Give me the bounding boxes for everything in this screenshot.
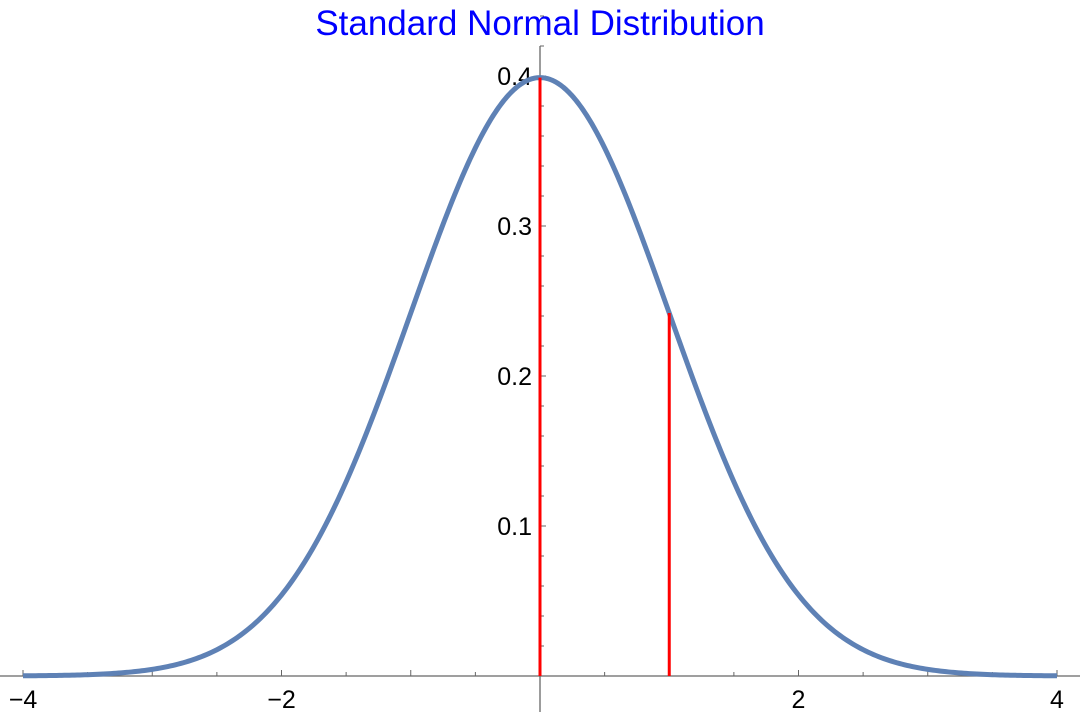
y-tick-label: 0.3 xyxy=(497,213,532,241)
x-tick-label: −2 xyxy=(267,686,296,714)
normal-pdf-curve xyxy=(22,75,1058,679)
y-tick-label: 0.2 xyxy=(497,363,532,391)
marker-lines xyxy=(538,77,671,676)
x-tick-label: −4 xyxy=(9,686,38,714)
x-tick-label: 2 xyxy=(792,686,806,714)
y-tick-labels: 0.10.20.30.4 xyxy=(497,63,532,541)
y-tick-label: 0.1 xyxy=(497,513,532,541)
chart-title: Standard Normal Distribution xyxy=(315,4,764,43)
x-tick-label: 4 xyxy=(1050,686,1064,714)
x-tick-labels: −4 −2 2 4 xyxy=(9,686,1064,714)
